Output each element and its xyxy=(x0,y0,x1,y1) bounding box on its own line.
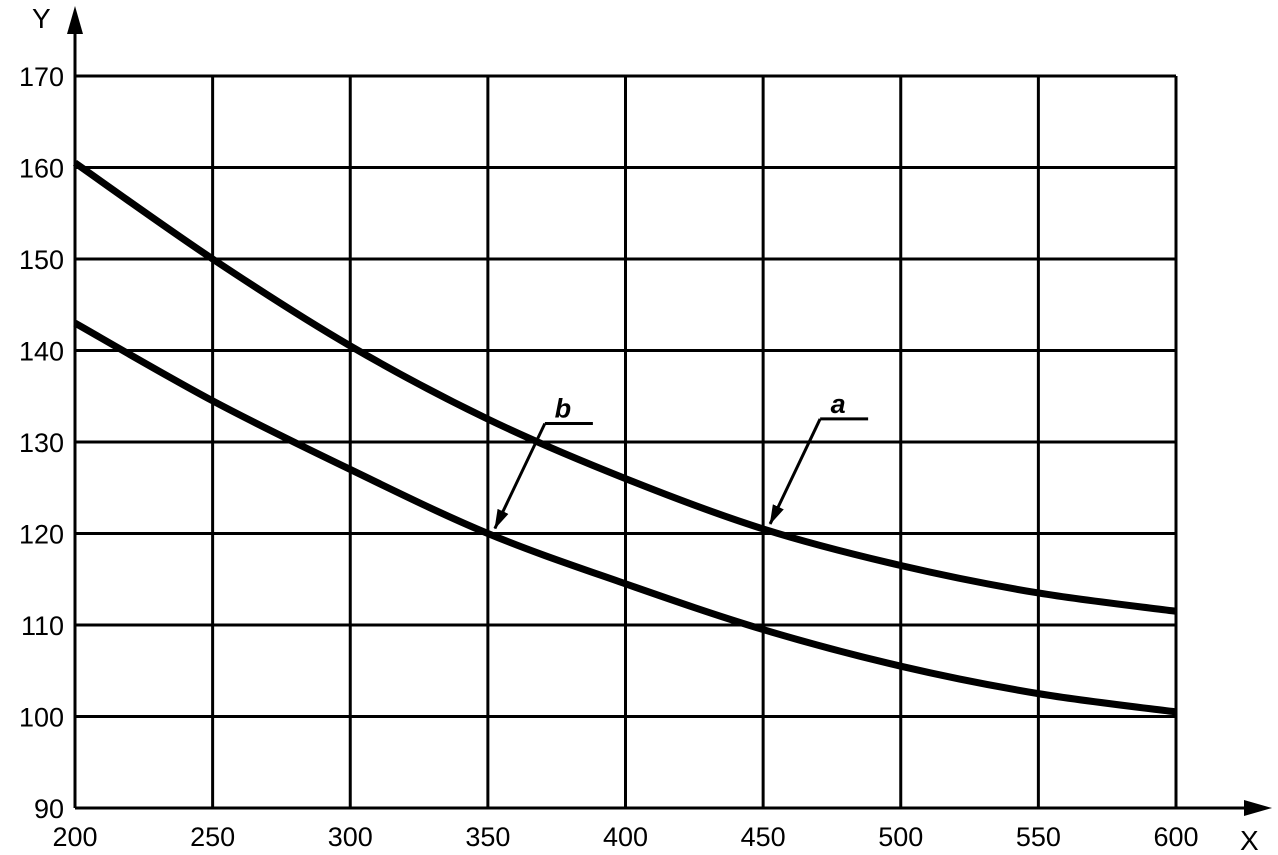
annotations: ab xyxy=(493,389,869,530)
x-tick-label: 350 xyxy=(465,822,510,852)
x-tick-label: 400 xyxy=(603,822,648,852)
y-axis-label: Y xyxy=(32,3,51,34)
grid xyxy=(75,74,1178,808)
y-tick-label: 160 xyxy=(19,154,64,184)
y-tick-label: 170 xyxy=(19,62,64,92)
y-tick-label: 100 xyxy=(19,703,64,733)
x-tick-label: 200 xyxy=(52,822,97,852)
x-axis-label: X xyxy=(1240,825,1259,855)
series-line-a xyxy=(72,160,1177,615)
x-tick-label: 500 xyxy=(878,822,923,852)
x-axis-arrow-icon xyxy=(1244,800,1272,816)
y-tick-label: 130 xyxy=(19,428,64,458)
x-tick-label: 600 xyxy=(1153,822,1198,852)
series-line-b xyxy=(73,320,1177,716)
y-tick-label: 140 xyxy=(19,337,64,367)
axes: X Y xyxy=(32,3,1272,855)
y-tick-label: 90 xyxy=(34,794,64,824)
x-tick-label: 550 xyxy=(1016,822,1061,852)
annotation-b: b xyxy=(493,394,593,530)
annotation-label: a xyxy=(831,389,846,419)
y-tick-label: 120 xyxy=(19,520,64,550)
annotation-arrow xyxy=(493,422,547,530)
annotation-a: a xyxy=(768,389,869,525)
x-tick-label: 250 xyxy=(190,822,235,852)
annotation-arrow xyxy=(768,418,822,525)
x-tick-label: 450 xyxy=(741,822,786,852)
y-axis-arrow-icon xyxy=(67,6,83,34)
y-tick-label: 150 xyxy=(19,245,64,275)
x-tick-label: 300 xyxy=(328,822,373,852)
tick-labels: 200 250 300 350 400 450 500 550 600 90 100 110 120 13… xyxy=(19,62,1199,852)
y-tick-label: 110 xyxy=(21,611,64,641)
series xyxy=(72,160,1177,716)
annotation-label: b xyxy=(555,394,572,424)
